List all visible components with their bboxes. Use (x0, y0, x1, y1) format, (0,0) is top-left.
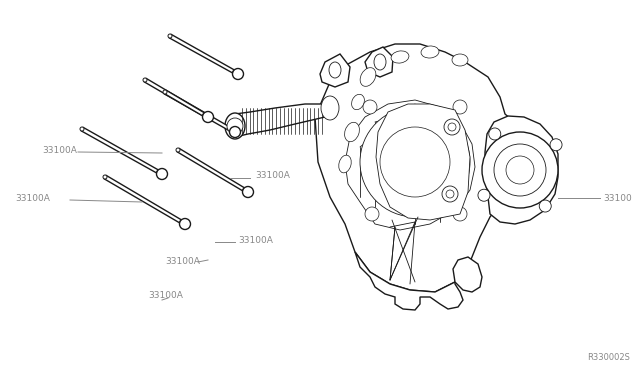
Circle shape (453, 207, 467, 221)
Circle shape (230, 126, 241, 138)
Text: 33100: 33100 (603, 193, 632, 202)
Polygon shape (164, 90, 231, 131)
Circle shape (157, 169, 168, 180)
Ellipse shape (339, 155, 351, 173)
Circle shape (360, 107, 470, 217)
Polygon shape (345, 100, 475, 230)
Ellipse shape (225, 113, 245, 139)
Circle shape (444, 119, 460, 135)
Polygon shape (177, 148, 244, 191)
Circle shape (176, 148, 180, 152)
Polygon shape (485, 116, 558, 224)
Text: 33100A: 33100A (42, 145, 77, 154)
Text: 33100A: 33100A (15, 193, 50, 202)
Polygon shape (144, 78, 204, 116)
Polygon shape (169, 34, 234, 73)
Circle shape (448, 123, 456, 131)
Circle shape (380, 127, 450, 197)
Ellipse shape (391, 51, 409, 63)
Circle shape (363, 100, 377, 114)
Circle shape (179, 218, 191, 230)
Text: 33100A: 33100A (148, 291, 183, 299)
Circle shape (168, 34, 172, 38)
Text: 33100A: 33100A (255, 170, 290, 180)
Circle shape (550, 139, 562, 151)
Polygon shape (453, 257, 482, 292)
Text: 33100A: 33100A (165, 257, 200, 266)
Polygon shape (315, 44, 548, 292)
Circle shape (103, 175, 107, 179)
Circle shape (482, 132, 558, 208)
Circle shape (442, 186, 458, 202)
Circle shape (202, 112, 214, 122)
Ellipse shape (421, 46, 439, 58)
Ellipse shape (329, 62, 341, 78)
Circle shape (80, 127, 84, 131)
Ellipse shape (360, 68, 376, 86)
Ellipse shape (321, 96, 339, 120)
Circle shape (446, 190, 454, 198)
Polygon shape (490, 120, 548, 207)
Ellipse shape (452, 54, 468, 66)
Circle shape (365, 207, 379, 221)
Ellipse shape (351, 94, 364, 110)
Polygon shape (355, 252, 463, 310)
Ellipse shape (344, 122, 360, 142)
Circle shape (163, 90, 167, 94)
Polygon shape (365, 47, 393, 77)
Circle shape (453, 100, 467, 114)
Circle shape (540, 200, 551, 212)
Polygon shape (104, 175, 181, 223)
Text: 33100A: 33100A (238, 235, 273, 244)
Polygon shape (376, 104, 470, 220)
Polygon shape (235, 104, 332, 137)
Circle shape (478, 189, 490, 201)
Polygon shape (320, 54, 350, 87)
Circle shape (494, 144, 546, 196)
Circle shape (143, 78, 147, 82)
Circle shape (489, 128, 500, 140)
Ellipse shape (374, 54, 386, 70)
Circle shape (232, 68, 243, 80)
Text: R330002S: R330002S (587, 353, 630, 362)
Circle shape (506, 156, 534, 184)
Polygon shape (81, 127, 158, 173)
Circle shape (227, 118, 243, 134)
Circle shape (243, 186, 253, 198)
